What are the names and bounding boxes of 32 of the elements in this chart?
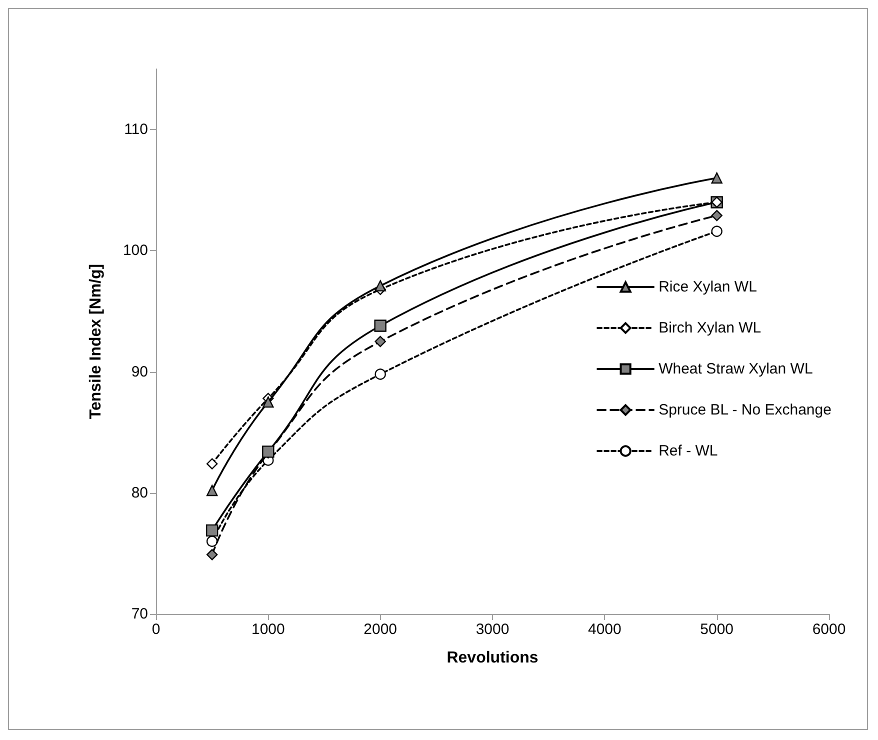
point [374,320,386,332]
legend-label: Birch Xylan WL [658,320,762,336]
point [262,396,274,408]
point [206,549,218,560]
y-tick-label: 100 [122,242,148,260]
legend-label: Rice Xylan WL [658,278,757,296]
y-tick-label: 90 [131,363,148,380]
x-tick-label: 2000 [364,621,398,638]
y-tick-label: 80 [131,484,148,502]
point [206,524,218,537]
x-tick-label: 4000 [588,621,622,638]
point [206,484,218,496]
x-tick-label: 0 [152,621,160,638]
x-tick-label: 1000 [251,621,285,638]
y-tick-label: 110 [124,121,148,138]
point [206,536,218,547]
legend-label: Wheat Straw Xylan WL [658,360,813,378]
point [374,336,386,348]
legend-label: Spruce BL - No Exchange [658,402,832,418]
point [711,210,722,222]
point [206,458,218,470]
point [374,280,386,292]
y-tick-label: 70 [131,606,148,622]
point [374,368,386,380]
x-axis-title: Revolutions [446,650,538,666]
point [711,226,722,237]
x-tick-label: 6000 [812,621,846,638]
y-axis-title: Tensile Index [Nm/g] [88,264,104,420]
legend-label: Ref - WL [658,442,718,460]
x-tick-label: 3000 [476,621,510,638]
x-tick-label: 5000 [700,621,734,638]
point [711,172,722,184]
